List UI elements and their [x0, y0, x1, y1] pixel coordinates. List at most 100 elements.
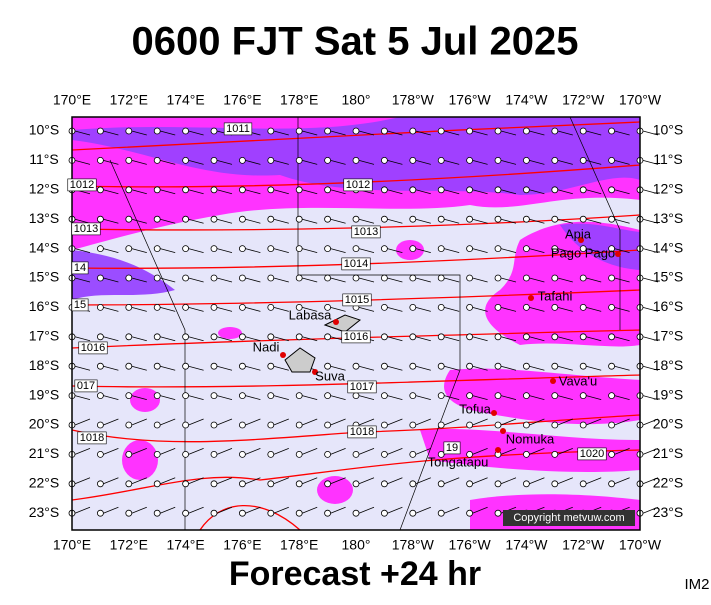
barb-station	[97, 245, 104, 253]
barb-station	[551, 333, 559, 341]
barb-station	[210, 480, 218, 488]
lat-label: 21°S	[653, 445, 684, 461]
barb-station	[210, 186, 218, 194]
barb-staff	[188, 365, 204, 371]
isobar-label-box	[342, 293, 372, 307]
place-name: Suva	[315, 368, 345, 383]
barb-station	[494, 215, 502, 223]
barb-staff	[500, 418, 517, 426]
barb-station	[551, 392, 559, 400]
barb-staff	[500, 130, 517, 136]
barb-station	[324, 215, 332, 223]
barb-station	[324, 127, 332, 135]
barb-staff	[387, 365, 403, 371]
barb-staff	[472, 418, 488, 426]
barb-staff	[131, 395, 147, 400]
lon-label: 176°E	[223, 92, 261, 108]
barb-staff	[74, 395, 91, 400]
barb-station	[409, 245, 417, 253]
barb-station	[608, 215, 615, 223]
barb-station	[125, 480, 133, 488]
barb-staff	[160, 336, 176, 342]
barb-station	[267, 127, 275, 135]
isobar-label-box	[77, 431, 107, 445]
barb-staff	[500, 336, 517, 342]
barb-station	[324, 333, 332, 341]
barb-staff	[642, 395, 659, 400]
barb-station	[295, 509, 303, 517]
barb-station	[238, 450, 246, 458]
barb-station	[466, 509, 474, 517]
barb-staff	[614, 130, 630, 136]
barb-station	[182, 450, 190, 458]
barb-staff	[330, 418, 346, 426]
barb-staff	[642, 336, 659, 342]
isobar-label: 1018	[80, 432, 104, 444]
barb-staff	[472, 448, 488, 455]
barb-staff	[273, 189, 289, 195]
barb-staff	[273, 395, 289, 400]
place-name: Labasa	[289, 307, 332, 322]
barb-station	[551, 480, 559, 488]
barb-staff	[245, 395, 261, 400]
barb-staff	[557, 448, 573, 455]
lat-label: 15°S	[29, 269, 60, 285]
barb-staff	[216, 160, 233, 165]
barb-station	[295, 186, 303, 194]
barb-staff	[415, 395, 431, 400]
barb-station	[210, 156, 218, 164]
barb-station	[210, 245, 218, 253]
barb-staff	[103, 506, 119, 514]
lon-label: 174°E	[166, 537, 204, 553]
barb-staff	[529, 248, 545, 253]
isobar-label-box	[341, 257, 371, 271]
image-code: IM2	[684, 576, 709, 593]
barb-station	[579, 333, 587, 341]
barb-staff	[444, 395, 460, 400]
barb-station	[551, 186, 559, 194]
barb-staff	[387, 248, 403, 253]
barb-staff	[586, 477, 602, 485]
barb-station	[324, 186, 332, 194]
barb-station	[608, 362, 615, 370]
barb-staff	[302, 395, 318, 400]
barb-staff	[103, 189, 119, 195]
barb-station	[153, 392, 161, 400]
barb-station	[608, 303, 615, 311]
barb-station	[267, 186, 275, 194]
barb-station	[295, 392, 303, 400]
barb-station	[182, 245, 190, 253]
barb-staff	[188, 218, 204, 224]
barb-staff	[216, 248, 233, 253]
barb-station	[466, 215, 474, 223]
barb-station	[125, 392, 133, 400]
barb-station	[523, 362, 530, 370]
isobar-label: 19	[446, 442, 458, 454]
barb-station	[238, 333, 246, 341]
lat-label: 20°S	[653, 416, 684, 432]
barb-station	[153, 303, 161, 311]
barb-staff	[415, 189, 431, 195]
lon-label: 174°E	[166, 92, 204, 108]
barb-staff	[614, 336, 630, 342]
barb-staff	[131, 160, 147, 165]
barb-staff	[330, 189, 346, 195]
barb-station	[352, 274, 360, 282]
barb-staff	[245, 418, 261, 426]
barb-station	[523, 274, 530, 282]
barb-staff	[614, 160, 630, 165]
barb-station	[380, 480, 388, 488]
barb-staff	[557, 418, 573, 426]
barb-station	[182, 392, 190, 400]
barb-staff	[103, 448, 119, 455]
barb-staff	[387, 218, 403, 224]
barb-staff	[472, 365, 488, 371]
barb-station	[437, 215, 445, 223]
lon-label: 170°E	[53, 537, 91, 553]
barb-station	[579, 274, 587, 282]
barb-staff	[216, 448, 233, 455]
barb-station	[238, 362, 246, 370]
barb-staff	[557, 307, 573, 312]
barb-station	[608, 450, 615, 458]
barb-station	[466, 127, 474, 135]
